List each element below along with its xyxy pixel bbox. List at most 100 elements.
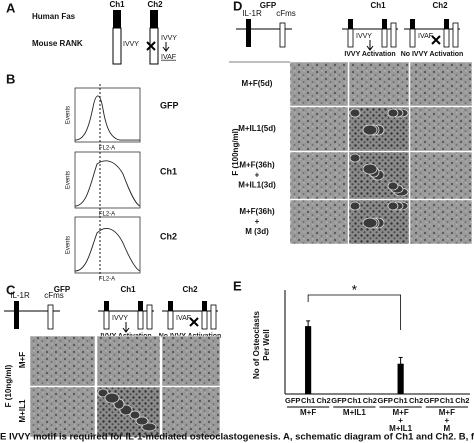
motif-label: IVVY [356, 33, 372, 40]
micrograph [29, 386, 96, 438]
micrograph [409, 151, 473, 200]
row-label: M (3d) [245, 227, 269, 236]
chimera-bottom [103, 310, 110, 330]
histogram-curve [74, 95, 140, 141]
group-label: M+IL1 [389, 424, 412, 433]
x-tick-label: Ch1 [347, 396, 361, 405]
row-label: M+F(36h) [239, 207, 275, 216]
x-mark [431, 35, 441, 45]
cfms-bar [279, 22, 286, 48]
chimera-top [202, 301, 207, 311]
receptor-label: IL-1R [242, 9, 262, 18]
column-label: GFP [54, 285, 71, 294]
x-tick-label: GFP [377, 396, 392, 405]
histogram-frame [74, 87, 141, 143]
chimera-bottom [409, 28, 416, 48]
motif-label: IVVY [123, 41, 139, 48]
x-mark [189, 317, 199, 327]
fas-domain [113, 10, 121, 28]
chimera-top [444, 19, 449, 29]
osteoclast [104, 392, 120, 404]
motif-label: IVVY [112, 315, 128, 322]
group-label: + [445, 416, 450, 425]
x-tick-label: Ch2 [409, 396, 423, 405]
side-label: F (100ng/ml) [231, 128, 240, 175]
panel-label: B [6, 71, 15, 86]
caption: E IVVY motif is required for IL-1-mediat… [0, 432, 474, 443]
osteoclast [97, 388, 109, 398]
activation-label: No IVVY Activation [401, 51, 464, 58]
chimera-bottom [347, 28, 354, 48]
micrograph [96, 335, 161, 387]
chimera-top [382, 19, 387, 29]
x-tick-label: Ch2 [316, 396, 330, 405]
osteoclast [135, 416, 149, 426]
side-label: F (10ng/ml) [4, 364, 13, 407]
chimera-bottom [201, 310, 208, 330]
osteoclast [349, 108, 361, 118]
column-label: Ch2 [147, 0, 163, 9]
chimera-bottom [381, 28, 388, 48]
histogram-frame [74, 216, 141, 274]
group-label: M [444, 424, 451, 433]
row-label: + [255, 217, 260, 226]
micrograph [29, 335, 96, 387]
micrograph [348, 61, 410, 107]
receptor-label: IL-1R [10, 291, 30, 300]
micrograph [161, 386, 221, 438]
cfms-bar [452, 22, 459, 48]
cfms-bar [390, 22, 397, 48]
chimera-top [410, 19, 415, 29]
osteoclast [129, 410, 141, 420]
axis-label: Events [66, 106, 72, 124]
group-label: M+F [300, 408, 316, 417]
row-label: M+F(5d) [242, 79, 273, 88]
osteoclast [141, 422, 157, 432]
arrow [366, 40, 374, 51]
histogram-frame [74, 151, 141, 209]
receptor-label: cFms [44, 291, 64, 300]
column-label: Ch1 [370, 1, 386, 10]
x-mark [146, 41, 156, 51]
chimera-top [104, 301, 109, 311]
panel-label: D [233, 0, 242, 13]
chimera-top [138, 301, 143, 311]
x-tick-label: GFP [424, 396, 439, 405]
motif-label: IVAF [418, 33, 433, 40]
osteoclast [387, 108, 399, 118]
fas-domain [150, 10, 158, 28]
micrograph [289, 61, 349, 107]
axis-label: FL2-A [99, 146, 115, 152]
osteoclast [349, 153, 361, 163]
column-label: Ch2 [182, 285, 198, 294]
osteoclast [387, 201, 399, 211]
cfms-bar [146, 304, 153, 330]
activation-label: IVVY Activation [344, 51, 395, 58]
cfms-bar [210, 304, 217, 330]
histogram-label: Ch2 [160, 231, 177, 241]
x-tick-label: Ch2 [363, 396, 377, 405]
group-label: M+IL1 [343, 408, 366, 417]
row-label: Mouse RANK [32, 39, 83, 48]
significance-bracket [307, 294, 402, 330]
column-label: Ch2 [432, 1, 448, 10]
histogram-curve [74, 160, 141, 207]
significance-mark: * [352, 282, 358, 298]
osteoclast [362, 217, 378, 229]
column-label: GFP [260, 1, 277, 10]
y-axis-label: No of Osteoclasts [252, 310, 261, 379]
x-tick-label: GFP [331, 396, 346, 405]
panel-label: C [6, 282, 16, 297]
cfms-bar [47, 304, 54, 330]
micrograph [409, 199, 473, 245]
chimera-top [348, 19, 353, 29]
x-tick-label: GFP [285, 396, 300, 405]
osteoclast [362, 124, 378, 136]
row-label: + [255, 171, 260, 180]
micrograph [289, 106, 349, 152]
il1r-bar [246, 19, 251, 47]
axis-label: FL2-A [99, 277, 115, 283]
micrograph [409, 106, 473, 152]
axis-label: Events [66, 171, 72, 189]
